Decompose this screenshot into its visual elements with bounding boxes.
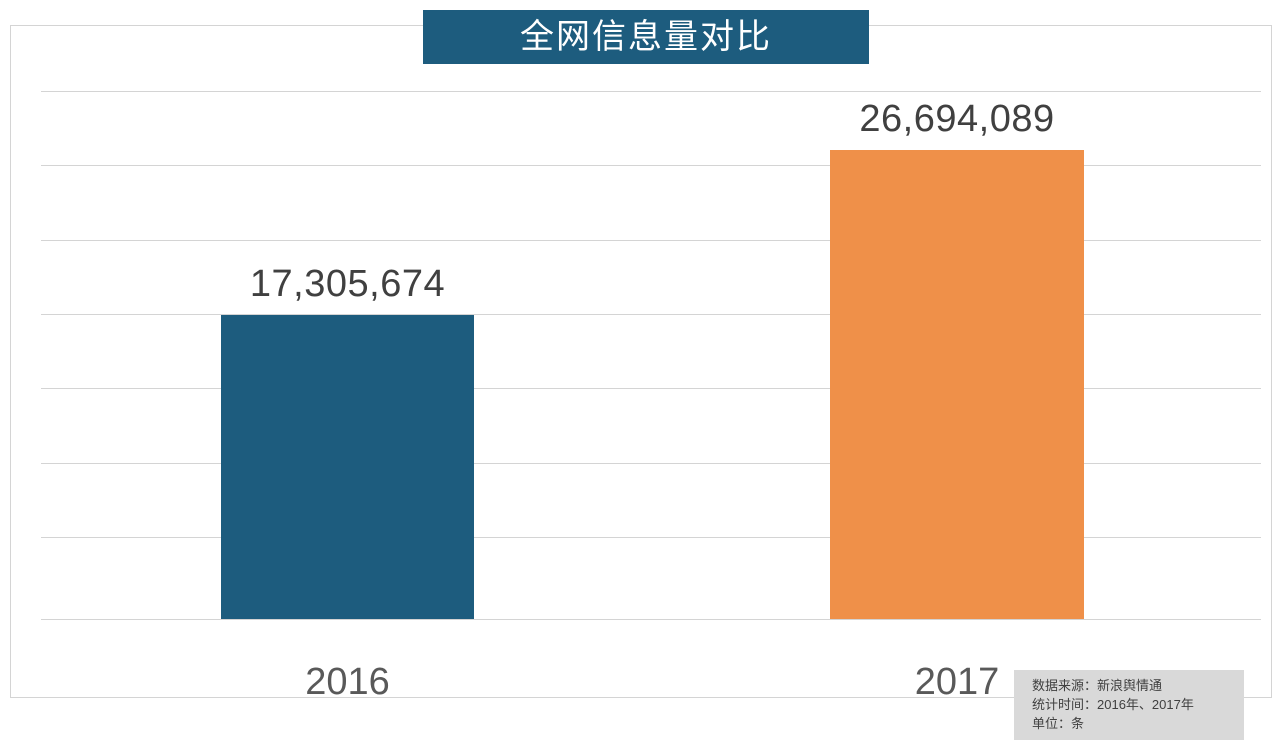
gridline xyxy=(41,240,1261,241)
bar-2016[interactable] xyxy=(221,315,474,619)
gridline xyxy=(41,537,1261,538)
bar-value-label-2016: 17,305,674 xyxy=(249,263,446,305)
plot-area: 17,305,674 26,694,089 2016 2017 xyxy=(41,51,1261,724)
gridline xyxy=(41,463,1261,464)
source-note-line-data-source: 数据来源：新浪舆情通 xyxy=(1032,678,1163,693)
bar-value-label-2017: 26,694,089 xyxy=(859,98,1055,140)
bar-2017[interactable] xyxy=(830,150,1084,619)
source-note-line-unit: 单位：条 xyxy=(1032,716,1085,731)
source-note-box: 数据来源：新浪舆情通 统计时间：2016年、2017年 单位：条 xyxy=(1014,670,1244,740)
category-label-2017: 2017 xyxy=(914,661,1000,703)
gridline xyxy=(41,388,1261,389)
source-note-line-time-range: 统计时间：2016年、2017年 xyxy=(1032,697,1194,712)
gridline xyxy=(41,314,1261,315)
category-label-2016: 2016 xyxy=(305,661,390,703)
gridline xyxy=(41,91,1261,92)
gridline xyxy=(41,619,1261,620)
chart-title-banner: 全网信息量对比 xyxy=(423,10,869,64)
chart-frame: 17,305,674 26,694,089 2016 2017 xyxy=(10,25,1272,703)
gridline xyxy=(41,165,1261,166)
